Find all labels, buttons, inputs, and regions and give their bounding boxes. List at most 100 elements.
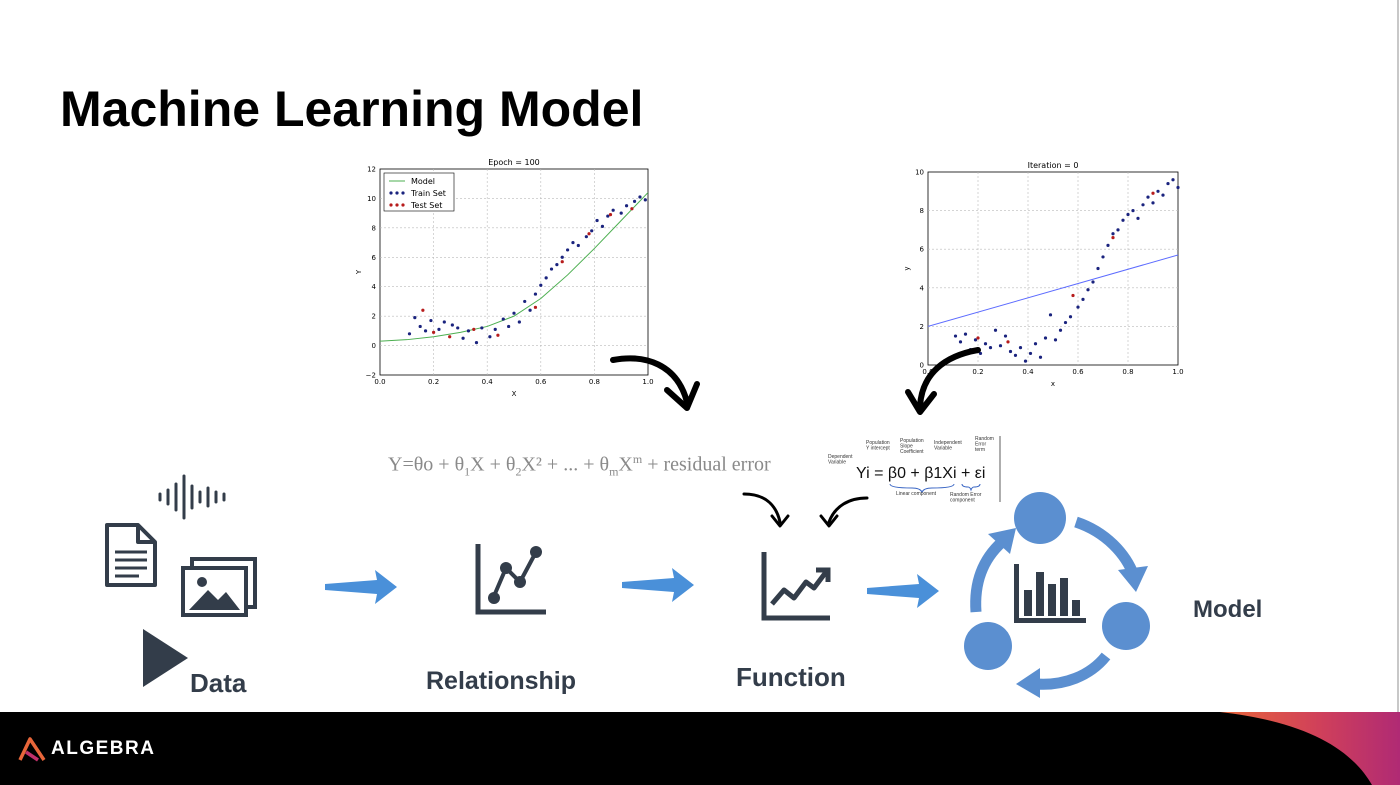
data-point <box>1131 209 1135 213</box>
data-point <box>624 204 629 208</box>
formula-part: X² + ... + θ <box>521 453 610 476</box>
data-point <box>528 308 532 312</box>
data-point <box>1156 189 1160 193</box>
curved-arrow-icon <box>610 355 700 411</box>
data-point <box>448 335 452 339</box>
y-axis-label: Y <box>355 269 363 275</box>
y-tick-label: 6 <box>372 254 377 262</box>
data-point <box>539 283 543 287</box>
data-point <box>1136 216 1140 220</box>
data-point <box>988 346 993 350</box>
data-point <box>533 292 538 296</box>
data-point <box>587 232 591 236</box>
x-axis-label: x <box>1051 380 1055 388</box>
legend-entry: Train Set <box>410 189 446 198</box>
data-point <box>1171 178 1175 182</box>
data-point <box>571 240 575 245</box>
data-point <box>1028 351 1033 356</box>
x-tick-label: 0.4 <box>1022 368 1034 376</box>
epoch-chart-svg: 0.0 0.2 0.4 0.6 0.8 1.0 −2 0 2 4 6 8 10 12 Epoch = 100… <box>355 158 654 398</box>
data-point <box>1006 340 1010 344</box>
x-tick-label: 0.0 <box>374 378 385 386</box>
dependent-variable-label: Dependent Variable <box>828 454 853 466</box>
y-tick-label: 2 <box>372 313 376 321</box>
data-point <box>466 329 471 333</box>
chart-title: Iteration = 0 <box>1028 161 1079 170</box>
brand-logo: ALGEBRA <box>18 736 155 762</box>
x-tick-label: 0.4 <box>482 378 494 386</box>
data-point <box>1116 228 1120 232</box>
data-point <box>1068 315 1073 319</box>
data-point <box>983 342 988 346</box>
data-point <box>493 327 497 331</box>
data-point <box>1111 236 1115 240</box>
x-tick-label: 0.0 <box>922 368 933 376</box>
x-tick-label: 0.6 <box>535 378 547 386</box>
data-point <box>407 332 412 336</box>
right-arrow-icon <box>867 574 939 608</box>
data-point <box>590 229 594 233</box>
audio-waveform-icon <box>158 474 226 520</box>
polynomial-formula: Y=θo + θ1X + θ2X² + ... + θmXm + residua… <box>388 452 771 480</box>
data-point <box>496 333 500 337</box>
curved-arrow-icon <box>742 492 790 528</box>
iteration-chart-svg: 0.0 0.2 0.4 0.6 0.8 1.0 0 2 4 6 8 10 Iteration = 0 x y <box>903 161 1184 388</box>
data-point <box>544 276 548 280</box>
x-tick-label: 0.8 <box>1122 368 1133 376</box>
y-axis-label: y <box>903 266 911 270</box>
y-tick-label: 8 <box>372 224 376 232</box>
data-point <box>1141 203 1145 207</box>
relationship-label: Relationship <box>426 667 577 695</box>
data-point <box>611 208 615 212</box>
data-point <box>560 255 564 259</box>
data-point <box>480 326 484 330</box>
x-tick-label: 0.2 <box>972 368 983 376</box>
right-arrow-icon <box>622 568 694 602</box>
data-point <box>1043 336 1048 340</box>
data-point <box>630 207 634 211</box>
formula-subscript: m <box>609 464 619 479</box>
data-point <box>1151 201 1155 205</box>
chart-plot-area <box>927 171 1179 366</box>
data-point <box>1063 320 1068 325</box>
data-label: Data <box>190 668 247 698</box>
data-point <box>993 328 998 332</box>
legend-dot-swatch <box>395 203 399 207</box>
formula-part: X <box>618 453 633 476</box>
data-point <box>523 299 527 304</box>
data-point <box>619 211 623 215</box>
population-intercept-label: Population Y intercept <box>866 440 890 452</box>
legend-dot-swatch <box>389 191 393 195</box>
data-point <box>1096 266 1100 271</box>
y-tick-label: 2 <box>920 323 924 331</box>
footer-bar: ALGEBRA <box>0 712 1400 785</box>
data-point <box>978 351 983 356</box>
formula-subscript: 1 <box>464 464 471 479</box>
data-point <box>1058 328 1063 332</box>
data-point <box>1013 353 1018 357</box>
data-point <box>501 317 505 321</box>
data-point <box>576 243 580 248</box>
data-point <box>472 327 476 331</box>
data-point <box>456 326 460 330</box>
right-arrow-icon <box>325 570 397 604</box>
data-point <box>1008 349 1013 354</box>
data-point <box>474 341 479 345</box>
x-tick-label: 1.0 <box>642 378 653 386</box>
y-tick-label: 0 <box>920 362 924 370</box>
population-slope-label: Population Slope Coefficient <box>900 438 924 455</box>
image-gallery-icon <box>181 557 257 617</box>
formula-part: + residual error <box>642 453 771 476</box>
data-point <box>1038 355 1043 359</box>
scatter-line-icon <box>475 544 546 615</box>
data-point <box>953 334 958 338</box>
footer-accent-swoosh <box>1220 712 1400 785</box>
data-point <box>566 248 570 252</box>
data-point <box>418 324 422 329</box>
iteration-chart: 0.0 0.2 0.4 0.6 0.8 1.0 0 2 4 6 8 10 Iteration = 0 x y <box>900 158 1190 390</box>
formula-superscript: m <box>632 452 643 466</box>
data-point <box>600 224 605 228</box>
data-point <box>1053 338 1058 342</box>
data-point <box>413 316 417 320</box>
